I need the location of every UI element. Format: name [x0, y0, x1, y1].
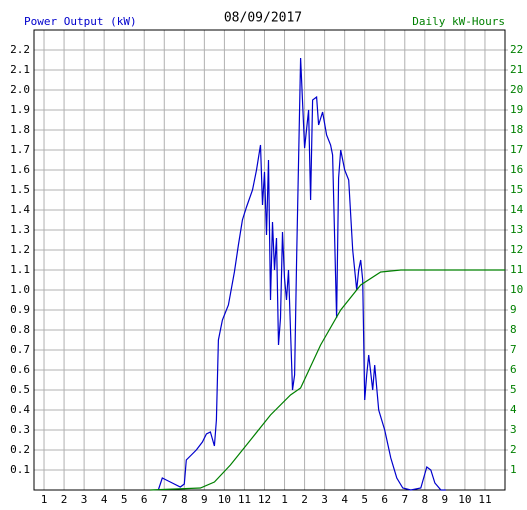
x-tick-label: 3 [81, 493, 88, 506]
y2-tick-label: 9 [510, 303, 517, 316]
x-tick-label: 5 [361, 493, 368, 506]
x-tick-label: 8 [181, 493, 188, 506]
y-tick-label: 2.0 [10, 83, 30, 96]
y2-tick-label: 5 [510, 383, 517, 396]
plot-frame [33, 29, 506, 491]
x-tick-label: 4 [341, 493, 348, 506]
x-tick-label: 8 [422, 493, 429, 506]
x-tick-label: 1 [281, 493, 288, 506]
left-axis-label: Power Output (kW) [24, 15, 137, 28]
y-tick-label: 1.5 [10, 183, 30, 196]
x-tick-label: 3 [321, 493, 328, 506]
y-tick-label: 1.4 [10, 203, 30, 216]
y2-tick-label: 21 [510, 63, 523, 76]
x-tick-label: 2 [61, 493, 68, 506]
y-tick-label: 1.0 [10, 283, 30, 296]
x-tick-label: 9 [442, 493, 449, 506]
y-tick-label: 0.5 [10, 383, 30, 396]
y2-tick-label: 7 [510, 343, 517, 356]
y2-tick-label: 18 [510, 123, 523, 136]
x-tick-label: 10 [218, 493, 231, 506]
y-tick-label: 2.2 [10, 43, 30, 56]
y2-tick-label: 13 [510, 223, 523, 236]
y-tick-label: 0.6 [10, 363, 30, 376]
series-line [150, 269, 505, 491]
y-tick-label: 2.1 [10, 63, 30, 76]
y2-tick-label: 6 [510, 363, 517, 376]
y2-tick-label: 11 [510, 263, 523, 276]
y2-tick-label: 19 [510, 103, 523, 116]
x-tick-label: 1 [41, 493, 48, 506]
y2-tick-label: 10 [510, 283, 523, 296]
y2-tick-label: 2 [510, 443, 517, 456]
y2-tick-label: 3 [510, 423, 517, 436]
x-tick-label: 6 [381, 493, 388, 506]
y-tick-label: 1.2 [10, 243, 30, 256]
y2-tick-label: 16 [510, 163, 523, 176]
y-tick-label: 0.7 [10, 343, 30, 356]
x-tick-label: 11 [238, 493, 251, 506]
x-tick-label: 5 [121, 493, 128, 506]
x-tick-label: 12 [258, 493, 271, 506]
y-tick-label: 1.8 [10, 123, 30, 136]
series-line [157, 57, 446, 491]
x-tick-label: 9 [201, 493, 208, 506]
y-tick-label: 1.1 [10, 263, 30, 276]
x-tick-label: 7 [401, 493, 408, 506]
chart-title: 08/09/2017 [224, 11, 302, 26]
y-tick-label: 1.9 [10, 103, 30, 116]
x-tick-label: 7 [161, 493, 168, 506]
y-tick-label: 1.7 [10, 143, 30, 156]
y-tick-label: 0.2 [10, 443, 30, 456]
y2-tick-label: 4 [510, 403, 517, 416]
y-tick-label: 1.6 [10, 163, 30, 176]
y2-tick-label: 15 [510, 183, 523, 196]
y2-tick-label: 12 [510, 243, 523, 256]
right-axis-label: Daily kW-Hours [412, 15, 505, 28]
y-tick-label: 0.8 [10, 323, 30, 336]
y2-tick-label: 8 [510, 323, 517, 336]
y-tick-label: 0.1 [10, 463, 30, 476]
y2-tick-label: 14 [510, 203, 524, 216]
x-tick-label: 11 [478, 493, 491, 506]
y-tick-label: 0.3 [10, 423, 30, 436]
y2-tick-label: 1 [510, 463, 517, 476]
y-tick-label: 0.9 [10, 303, 30, 316]
y-tick-label: 0.4 [10, 403, 30, 416]
y-tick-label: 1.3 [10, 223, 30, 236]
x-tick-label: 10 [458, 493, 471, 506]
y2-tick-label: 22 [510, 43, 523, 56]
x-tick-label: 2 [301, 493, 308, 506]
x-tick-label: 4 [101, 493, 108, 506]
y2-tick-label: 17 [510, 143, 523, 156]
x-tick-label: 6 [141, 493, 148, 506]
y2-tick-label: 20 [510, 83, 523, 96]
